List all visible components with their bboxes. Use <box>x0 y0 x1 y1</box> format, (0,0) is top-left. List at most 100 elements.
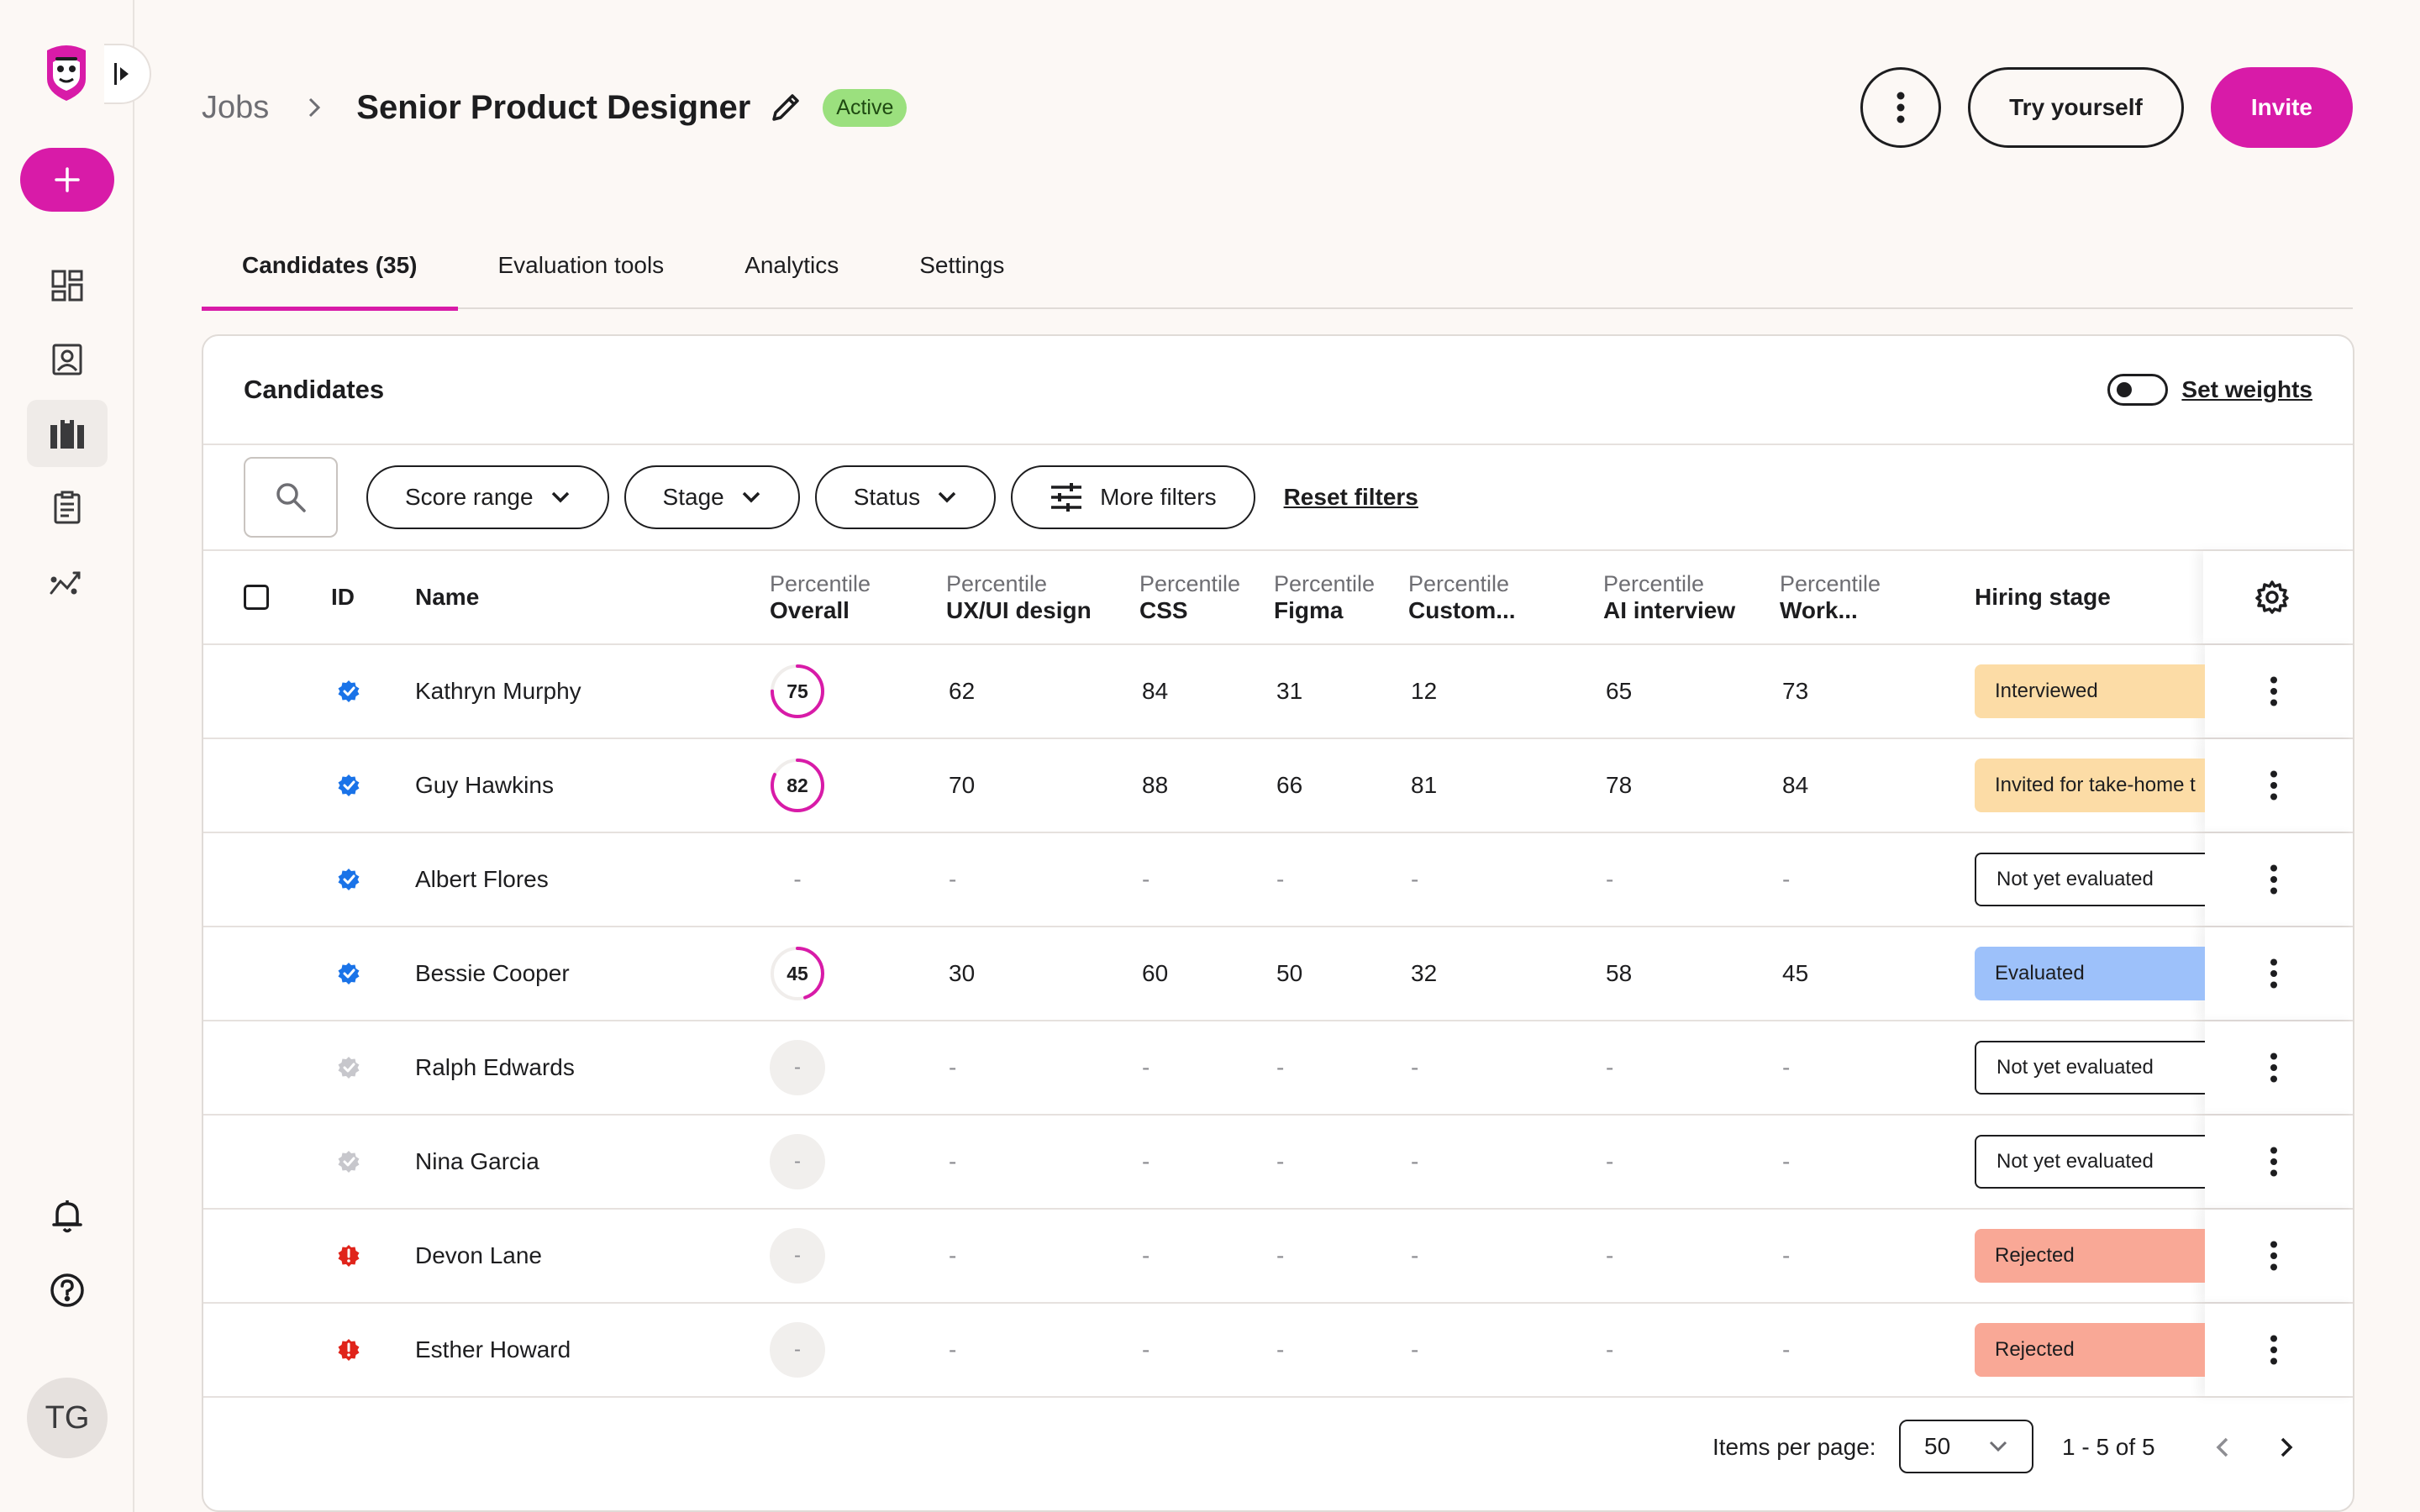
try-yourself-button[interactable]: Try yourself <box>1968 67 2184 148</box>
row-actions-button[interactable] <box>2249 927 2299 1020</box>
score-css: 84 <box>1142 678 1169 704</box>
row-actions-button[interactable] <box>2249 1210 2299 1302</box>
stage-filter[interactable]: Stage <box>623 465 800 529</box>
row-actions-button[interactable] <box>2249 833 2299 926</box>
table-row[interactable]: Bessie Cooper 45 30 60 50 32 58 45 Evaluated <box>203 927 2353 1021</box>
hiring-stage-badge[interactable]: Evaluated <box>1975 947 2205 1000</box>
candidate-name[interactable]: Kathryn Murphy <box>415 678 581 704</box>
score-figma: 66 <box>1276 772 1303 798</box>
col-overall[interactable]: Percentile Overall <box>770 551 871 643</box>
page-range: 1 - 5 of 5 <box>2062 1434 2155 1460</box>
tab-analytics[interactable]: Analytics <box>744 252 839 278</box>
score-css: - <box>1142 1242 1150 1268</box>
col-ai-interview[interactable]: Percentile AI interview <box>1603 551 1735 643</box>
candidate-name[interactable]: Guy Hawkins <box>415 772 554 798</box>
row-actions-button[interactable] <box>2249 645 2299 738</box>
hiring-stage-cell: Evaluated <box>1975 927 2205 1020</box>
row-actions-button[interactable] <box>2249 1304 2299 1396</box>
score-uxui: - <box>949 1242 957 1268</box>
tab-evaluation-tools[interactable]: Evaluation tools <box>497 252 665 278</box>
column-settings-button[interactable] <box>2247 551 2297 643</box>
col-figma[interactable]: Percentile Figma <box>1274 551 1375 643</box>
col-css[interactable]: Percentile CSS <box>1139 551 1240 643</box>
score-css: 88 <box>1142 772 1169 798</box>
table-row[interactable]: Kathryn Murphy 75 62 84 31 12 65 73 Interviewed <box>203 645 2353 739</box>
status-filter[interactable]: Status <box>814 465 997 529</box>
more-options-button[interactable] <box>1860 67 1942 148</box>
unverified-badge-icon <box>337 1150 360 1173</box>
select-all-checkbox[interactable] <box>244 585 269 610</box>
score-range-filter[interactable]: Score range <box>366 465 609 529</box>
candidate-name[interactable]: Ralph Edwards <box>415 1054 575 1080</box>
col-uxui[interactable]: Percentile UX/UI design <box>946 551 1092 643</box>
row-actions-button[interactable] <box>2249 1021 2299 1114</box>
score-ai: 58 <box>1606 960 1633 986</box>
hiring-stage-badge[interactable]: Not yet evaluated <box>1975 1135 2205 1189</box>
help-button[interactable] <box>27 1257 108 1324</box>
tab-candidates[interactable]: Candidates (35) <box>202 222 458 311</box>
hiring-stage-badge[interactable]: Rejected <box>1975 1229 2205 1283</box>
score-css: - <box>1142 1336 1150 1362</box>
score-figma: - <box>1276 866 1285 892</box>
col-custom[interactable]: Percentile Custom... <box>1408 551 1516 643</box>
edit-pencil-icon[interactable] <box>769 91 802 124</box>
table-row[interactable]: Guy Hawkins 82 70 88 66 81 78 84 Invited for tak… <box>203 739 2353 833</box>
col-hiring-stage[interactable]: Hiring stage <box>1975 584 2111 610</box>
row-actions-button[interactable] <box>2249 1116 2299 1208</box>
score-empty: - <box>770 1228 825 1284</box>
create-new-button[interactable] <box>20 148 114 212</box>
more-vertical-icon <box>2270 1335 2277 1365</box>
search-button[interactable] <box>244 457 338 538</box>
card-title: Candidates <box>244 375 385 404</box>
breadcrumb-jobs-link[interactable]: Jobs <box>202 89 270 125</box>
next-page-button[interactable] <box>2267 1428 2306 1467</box>
search-icon <box>276 483 306 512</box>
nav-candidates[interactable] <box>27 326 108 393</box>
table-row[interactable]: Albert Flores - - - - - - - Not yet evaluated <box>203 833 2353 927</box>
hiring-stage-badge[interactable]: Invited for take-home t <box>1975 759 2205 812</box>
toggle-knob <box>2117 382 2133 397</box>
breadcrumb: Jobs Senior Product Designer Active <box>202 82 908 133</box>
col-id[interactable]: ID <box>331 584 355 610</box>
hiring-stage-badge[interactable]: Not yet evaluated <box>1975 1041 2205 1095</box>
tab-settings[interactable]: Settings <box>919 252 1005 278</box>
invite-button[interactable]: Invite <box>2210 67 2353 148</box>
nav-dashboard[interactable] <box>27 252 108 319</box>
set-weights-link[interactable]: Set weights <box>2181 376 2312 402</box>
hiring-stage-badge[interactable]: Not yet evaluated <box>1975 853 2205 906</box>
score-custom: 12 <box>1411 678 1438 704</box>
col-work[interactable]: Percentile Work... <box>1780 551 1881 643</box>
weights-toggle[interactable] <box>2107 374 2169 406</box>
candidate-name[interactable]: Nina Garcia <box>415 1148 539 1174</box>
score-css: - <box>1142 1148 1150 1174</box>
col-name[interactable]: Name <box>415 584 480 610</box>
score-work: - <box>1782 1336 1791 1362</box>
table-row[interactable]: Nina Garcia - - - - - - - Not yet evaluated <box>203 1116 2353 1210</box>
previous-page-button[interactable] <box>2203 1428 2242 1467</box>
table-row[interactable]: Ralph Edwards - - - - - - - Not yet evaluated <box>203 1021 2353 1116</box>
score-ai: - <box>1606 866 1614 892</box>
reset-filters-link[interactable]: Reset filters <box>1283 484 1418 510</box>
hiring-stage-badge[interactable]: Rejected <box>1975 1323 2205 1377</box>
candidate-name[interactable]: Albert Flores <box>415 866 549 892</box>
sidebar-collapse-button[interactable] <box>104 44 151 104</box>
user-avatar[interactable]: TG <box>27 1378 108 1458</box>
table-row[interactable]: Esther Howard - - - - - - - Rejected <box>203 1304 2353 1398</box>
score-work: - <box>1782 1148 1791 1174</box>
col-uxui-prefix: Percentile <box>946 570 1048 596</box>
table-row[interactable]: Devon Lane - - - - - - - Rejected <box>203 1210 2353 1304</box>
candidate-name[interactable]: Esther Howard <box>415 1336 571 1362</box>
candidate-name[interactable]: Devon Lane <box>415 1242 543 1268</box>
notifications-button[interactable] <box>27 1183 108 1250</box>
items-per-page-select[interactable]: 50 <box>1899 1420 2033 1473</box>
app-logo[interactable] <box>44 42 89 102</box>
items-per-page-label: Items per page: <box>1712 1434 1876 1460</box>
more-filters-button[interactable]: More filters <box>1011 465 1255 529</box>
nav-analytics[interactable] <box>27 548 108 615</box>
verified-badge-icon <box>337 962 360 985</box>
candidate-name[interactable]: Bessie Cooper <box>415 960 570 986</box>
nav-jobs[interactable] <box>27 400 108 467</box>
row-actions-button[interactable] <box>2249 739 2299 832</box>
hiring-stage-badge[interactable]: Interviewed <box>1975 664 2205 718</box>
nav-assessments[interactable] <box>27 474 108 541</box>
